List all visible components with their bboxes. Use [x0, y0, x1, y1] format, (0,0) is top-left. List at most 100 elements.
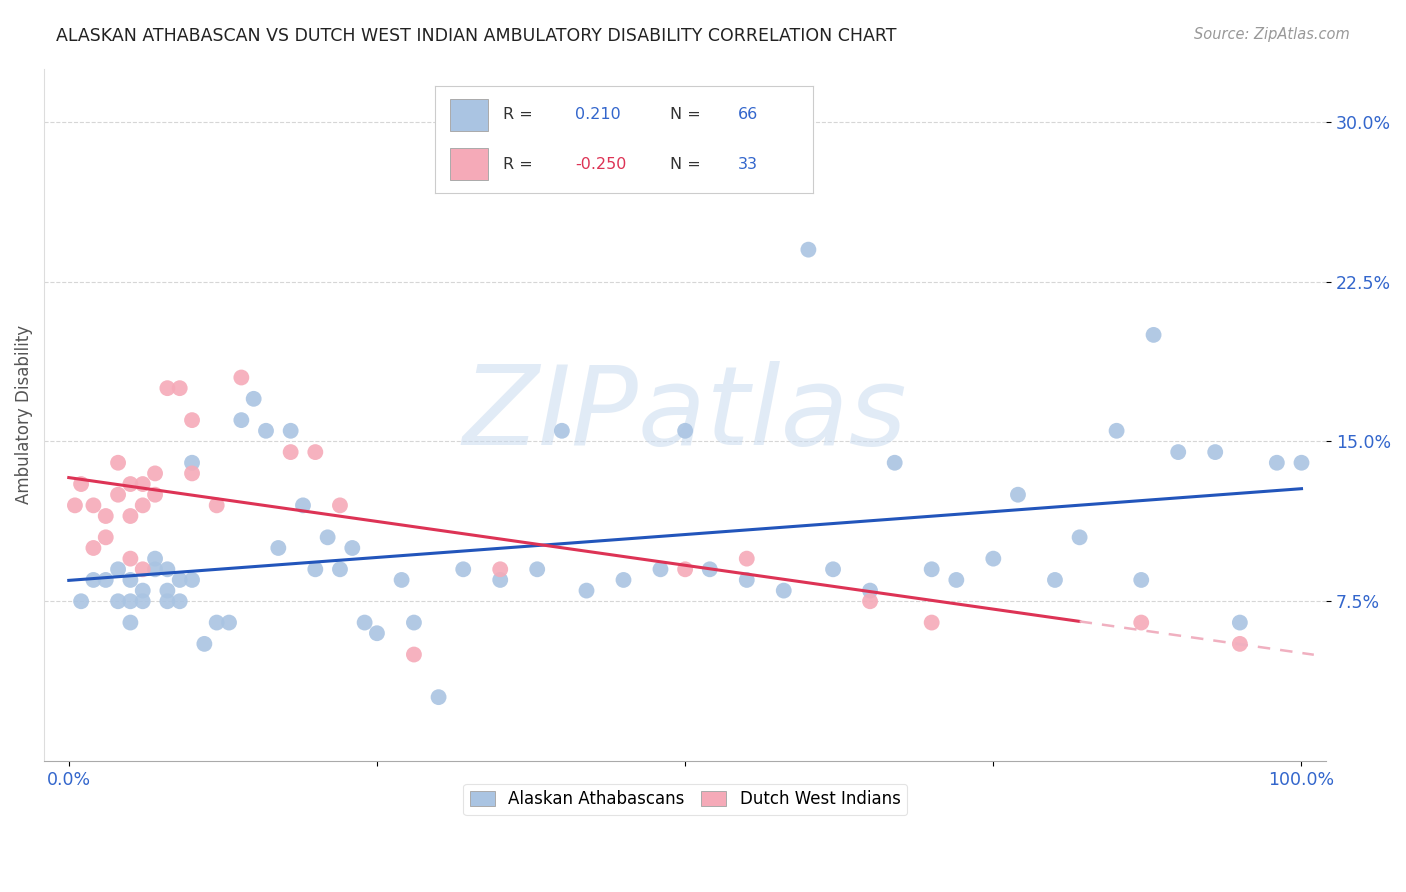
Text: ALASKAN ATHABASCAN VS DUTCH WEST INDIAN AMBULATORY DISABILITY CORRELATION CHART: ALASKAN ATHABASCAN VS DUTCH WEST INDIAN …: [56, 27, 897, 45]
Point: [242, 392, 264, 406]
Point: [1130, 573, 1153, 587]
Point: [205, 499, 228, 513]
Point: [94, 508, 117, 523]
Text: ZIPatlas: ZIPatlas: [463, 361, 907, 468]
Point: [402, 615, 425, 630]
Point: [156, 562, 179, 576]
Point: [427, 690, 450, 705]
Point: [107, 594, 129, 608]
Point: [181, 573, 204, 587]
Point: [391, 573, 413, 587]
Point: [70, 594, 93, 608]
Point: [156, 381, 179, 395]
Point: [143, 562, 166, 576]
Point: [70, 477, 93, 491]
Point: [169, 573, 191, 587]
Point: [181, 413, 204, 427]
Point: [107, 488, 129, 502]
Point: [304, 445, 326, 459]
Point: [353, 615, 375, 630]
Point: [1167, 445, 1189, 459]
Point: [132, 477, 155, 491]
Point: [231, 413, 253, 427]
Point: [120, 508, 142, 523]
Point: [181, 456, 204, 470]
Point: [280, 424, 302, 438]
Point: [1105, 424, 1128, 438]
Point: [1007, 488, 1029, 502]
Point: [156, 594, 179, 608]
Point: [218, 615, 240, 630]
Point: [316, 530, 339, 544]
Point: [143, 551, 166, 566]
Point: [489, 562, 512, 576]
Point: [193, 637, 215, 651]
Point: [329, 562, 352, 576]
Point: [291, 499, 314, 513]
Point: [205, 615, 228, 630]
Point: [267, 541, 290, 555]
Point: [120, 551, 142, 566]
Point: [1142, 327, 1164, 342]
Point: [120, 615, 142, 630]
Point: [107, 456, 129, 470]
Point: [82, 573, 104, 587]
Point: [1229, 637, 1251, 651]
Point: [342, 541, 364, 555]
Legend: Alaskan Athabascans, Dutch West Indians: Alaskan Athabascans, Dutch West Indians: [463, 784, 907, 815]
Point: [650, 562, 672, 576]
Point: [120, 477, 142, 491]
Point: [772, 583, 794, 598]
Point: [673, 424, 696, 438]
Point: [1069, 530, 1091, 544]
Point: [132, 499, 155, 513]
Point: [169, 381, 191, 395]
Point: [107, 562, 129, 576]
Point: [402, 648, 425, 662]
Point: [231, 370, 253, 384]
Point: [120, 594, 142, 608]
Point: [132, 562, 155, 576]
Point: [1291, 456, 1313, 470]
Point: [169, 594, 191, 608]
Point: [1229, 615, 1251, 630]
Point: [181, 467, 204, 481]
Y-axis label: Ambulatory Disability: Ambulatory Disability: [15, 326, 32, 504]
Point: [143, 467, 166, 481]
Point: [735, 573, 758, 587]
Point: [120, 573, 142, 587]
Point: [575, 583, 598, 598]
Text: Source: ZipAtlas.com: Source: ZipAtlas.com: [1194, 27, 1350, 42]
Point: [280, 445, 302, 459]
Point: [883, 456, 905, 470]
Point: [945, 573, 967, 587]
Point: [699, 562, 721, 576]
Point: [859, 583, 882, 598]
Point: [489, 573, 512, 587]
Point: [329, 499, 352, 513]
Point: [673, 562, 696, 576]
Point: [132, 583, 155, 598]
Point: [612, 573, 634, 587]
Point: [1130, 615, 1153, 630]
Point: [143, 488, 166, 502]
Point: [94, 573, 117, 587]
Point: [304, 562, 326, 576]
Point: [1265, 456, 1288, 470]
Point: [797, 243, 820, 257]
Point: [156, 583, 179, 598]
Point: [859, 594, 882, 608]
Point: [451, 562, 474, 576]
Point: [254, 424, 277, 438]
Point: [94, 530, 117, 544]
Point: [1204, 445, 1226, 459]
Point: [63, 499, 86, 513]
Point: [132, 594, 155, 608]
Point: [366, 626, 388, 640]
Point: [526, 562, 548, 576]
Point: [921, 615, 943, 630]
Point: [981, 551, 1004, 566]
Point: [823, 562, 845, 576]
Point: [551, 424, 574, 438]
Point: [921, 562, 943, 576]
